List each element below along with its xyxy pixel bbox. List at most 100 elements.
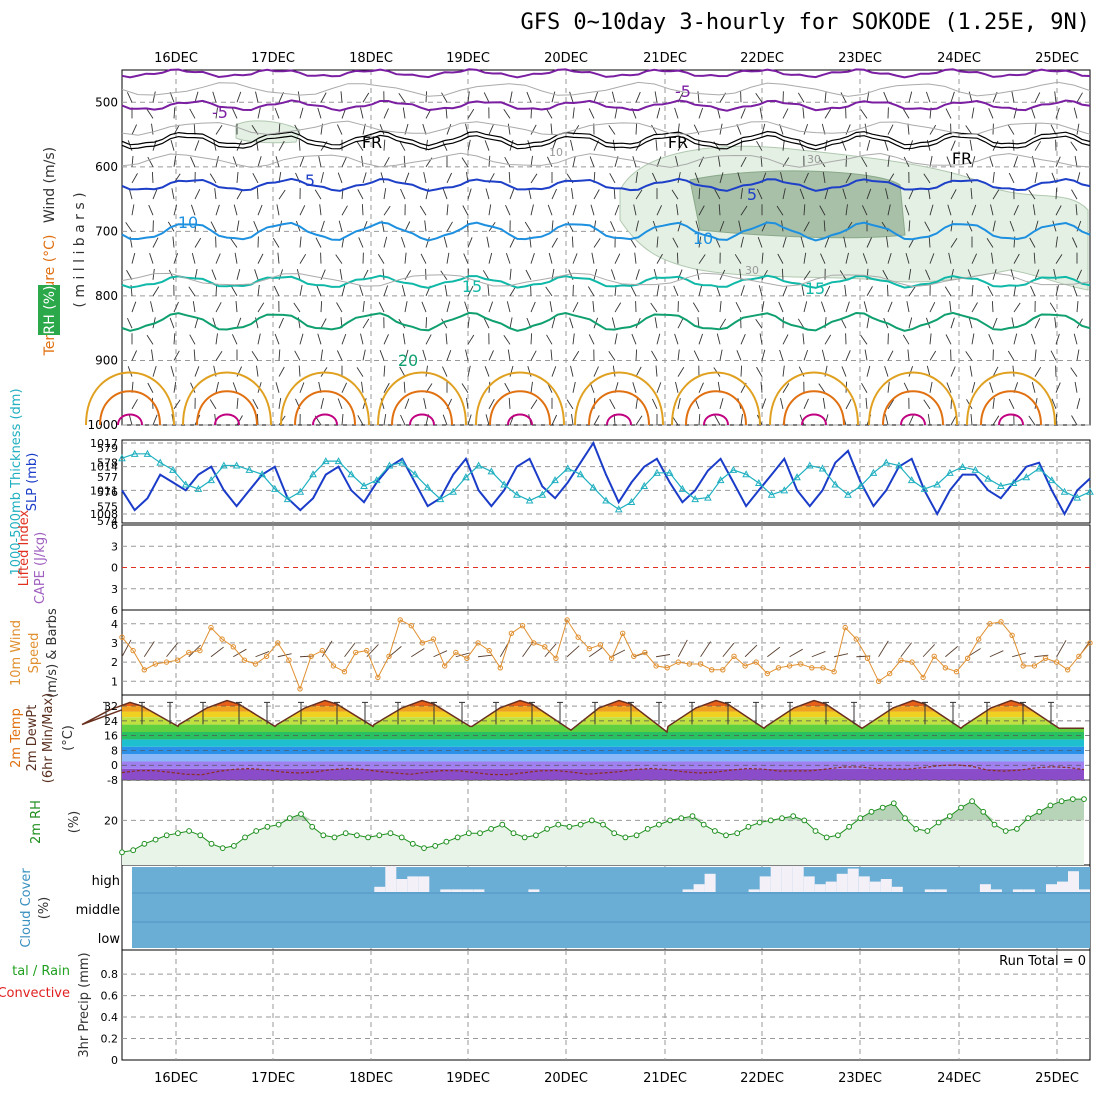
wind-barb xyxy=(356,141,364,151)
wind-barb xyxy=(359,285,364,297)
wind-barb xyxy=(215,155,219,167)
wind-barb xyxy=(1070,141,1078,151)
wind-barb xyxy=(719,172,724,184)
wind-barb xyxy=(486,236,490,248)
wind-barb xyxy=(256,365,259,377)
rh-point xyxy=(141,840,148,847)
top-date-label: 18DEC xyxy=(349,51,393,66)
wind-barb xyxy=(445,107,448,119)
wind-barb xyxy=(908,366,914,377)
wind-speed-point xyxy=(1042,655,1049,661)
wind-barb xyxy=(572,156,576,167)
thickness-tick-label: 578 xyxy=(97,457,118,470)
surface-wind-barb xyxy=(700,641,711,657)
wind-barb xyxy=(802,107,805,119)
wind-speed-point xyxy=(1020,663,1026,669)
surface-wind-barb xyxy=(922,644,936,658)
wind-barb xyxy=(465,349,469,361)
wind-barb xyxy=(231,108,238,119)
wind-barb xyxy=(965,351,973,361)
wind-barb xyxy=(127,366,133,377)
wind-barb xyxy=(593,415,600,426)
wind-barb xyxy=(950,238,958,248)
high-cloud-bar xyxy=(880,879,892,892)
wind-barb xyxy=(1013,156,1019,167)
wind-barb xyxy=(692,302,700,313)
rh-point xyxy=(689,813,696,819)
lifted-tick-label: 6 xyxy=(111,519,118,532)
surface-wind-barb xyxy=(655,654,671,658)
wind-barb xyxy=(530,381,533,393)
high-cloud-bar xyxy=(451,889,463,892)
wind-barb xyxy=(714,415,721,426)
wind-barb xyxy=(925,269,931,280)
pressure-tick-label: 800 xyxy=(95,289,118,303)
wind-tick-label: 1 xyxy=(111,675,118,688)
wind-barb xyxy=(821,349,826,361)
wind-barb xyxy=(152,414,158,426)
pressure-tick-label: 1000 xyxy=(87,418,118,432)
wind-barb xyxy=(383,139,386,151)
rh-point xyxy=(533,832,539,839)
wind-barb xyxy=(908,286,916,297)
surface-wind-barb xyxy=(455,652,470,658)
cloud-tick-label: high xyxy=(92,874,120,889)
wind-barb xyxy=(383,334,389,345)
wind-barb xyxy=(527,140,532,151)
wind-barb xyxy=(591,252,595,264)
contour-label: 10 xyxy=(693,229,713,248)
wind-barb xyxy=(1007,124,1015,135)
wind-barb xyxy=(444,285,448,296)
rh-point xyxy=(1058,798,1065,805)
warm-arch xyxy=(588,390,650,426)
wind-barb xyxy=(613,188,616,200)
wind-barb xyxy=(758,285,763,297)
wind-barb xyxy=(341,413,344,426)
wind-barb xyxy=(740,414,743,426)
wind-barb xyxy=(1055,285,1059,297)
wind-barb xyxy=(738,220,742,232)
rh-point xyxy=(678,815,685,822)
wind-barb xyxy=(126,269,133,280)
wind-barb xyxy=(988,108,994,119)
wind-barb xyxy=(400,236,406,248)
wind-barb xyxy=(236,140,243,151)
wind-barb xyxy=(887,350,894,361)
wind-barb xyxy=(146,108,154,119)
temp-line xyxy=(81,699,1084,734)
slp-tick-label: 1017 xyxy=(90,437,118,450)
wind-barb xyxy=(425,317,428,329)
wind-barb xyxy=(656,107,661,119)
wind-barb xyxy=(255,91,259,103)
wind-barb xyxy=(551,188,558,200)
wind-barb xyxy=(1055,333,1060,345)
wind-barb xyxy=(441,366,448,377)
thickness-point xyxy=(907,476,916,484)
wind-barb xyxy=(592,301,595,313)
wind-barb xyxy=(948,252,952,264)
wind-barb xyxy=(824,91,827,103)
rh-point xyxy=(790,813,797,819)
bottom-date-label: 25DEC xyxy=(1035,1071,1079,1086)
wind-barb xyxy=(257,302,265,313)
wind-barb xyxy=(740,365,743,377)
wind-barb xyxy=(572,107,575,119)
wind-barb xyxy=(488,124,494,135)
high-cloud-bar xyxy=(374,886,386,892)
wind-barb xyxy=(356,367,364,377)
temp-axis-label-d: (°C) xyxy=(61,725,76,751)
bottom-date-label: 17DEC xyxy=(251,1071,295,1086)
thickness-point xyxy=(665,468,674,476)
warm-arch xyxy=(769,371,859,426)
thickness-point xyxy=(767,490,776,498)
wind-barb xyxy=(401,285,406,297)
wind-barb xyxy=(488,301,494,313)
wind-barb xyxy=(503,334,511,345)
wind-barb xyxy=(780,397,784,409)
temperature-contour xyxy=(121,130,1091,147)
wind-barb xyxy=(632,156,637,167)
thickness-point xyxy=(423,483,432,491)
wind-barb xyxy=(467,414,472,426)
wind-barb xyxy=(799,414,805,426)
wind-barb xyxy=(234,252,238,264)
